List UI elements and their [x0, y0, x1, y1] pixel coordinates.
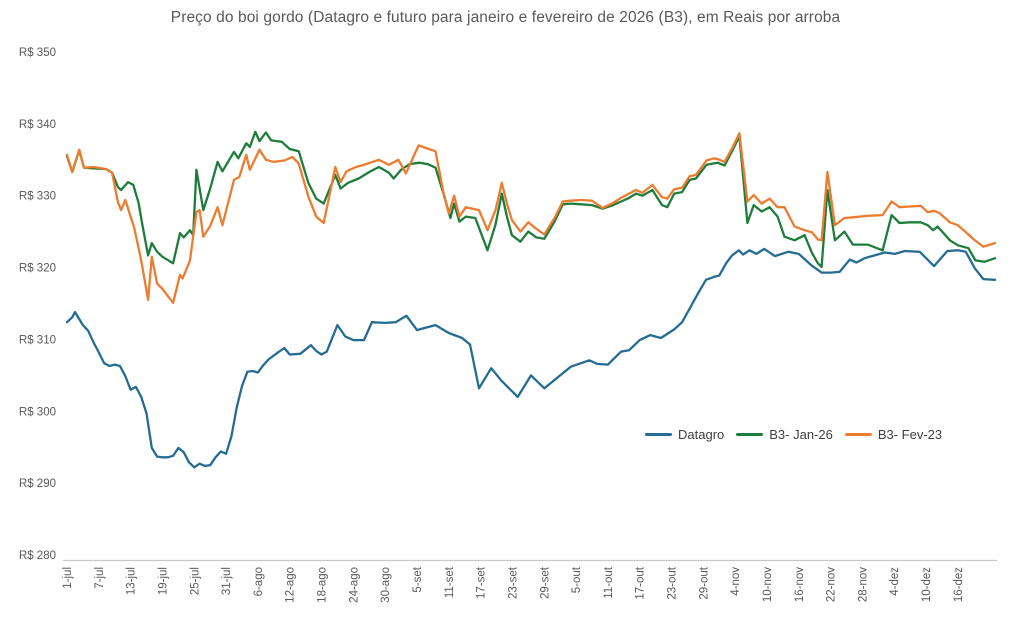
x-tick-label: 18-ago: [317, 567, 329, 603]
x-tick-label: 30-ago: [380, 567, 392, 603]
x-tick-label: 24-ago: [348, 567, 360, 603]
x-tick-label: 10-dez: [921, 567, 933, 602]
x-tick-label: 4-nov: [730, 567, 742, 596]
x-tick-label: 7-jul: [94, 567, 106, 589]
y-tick-label: R$ 350: [19, 47, 56, 59]
x-tick-label: 28-nov: [857, 567, 869, 602]
x-tick-label: 16-dez: [953, 567, 965, 602]
x-tick-label: 29-out: [698, 566, 710, 599]
y-tick-label: R$ 280: [19, 550, 56, 562]
x-tick-label: 23-set: [507, 566, 519, 599]
x-tick-label: 5-out: [571, 566, 583, 593]
x-tick-label: 10-nov: [762, 567, 774, 602]
legend-swatch-b3-fev-23: [844, 433, 872, 436]
legend-swatch-b3-jan-26: [736, 433, 764, 436]
legend-label-b3-jan-26: B3- Jan-26: [769, 427, 833, 442]
y-tick-label: R$ 320: [19, 263, 56, 275]
legend-item-datagro: Datagro: [645, 427, 724, 442]
y-tick-label: R$ 340: [19, 119, 56, 131]
series-line-b3-jan-26: [65, 130, 997, 269]
x-tick-label: 4-dez: [889, 567, 901, 596]
x-tick-label: 6-ago: [253, 567, 265, 596]
y-tick-label: R$ 310: [19, 334, 56, 346]
y-tick-label: R$ 330: [19, 191, 56, 203]
x-tick-label: 11-out: [603, 566, 615, 599]
x-tick-label: 23-out: [667, 566, 679, 599]
x-tick-label: 29-set: [539, 566, 551, 599]
x-tick-label: 17-out: [635, 566, 647, 599]
x-tick-label: 12-ago: [285, 567, 297, 603]
series-line-datagro: [65, 247, 997, 469]
x-tick-label: 11-set: [444, 566, 456, 598]
x-tick-label: 13-jul: [126, 567, 138, 595]
x-tick-label: 19-jul: [158, 567, 170, 595]
x-tick-label: 22-nov: [826, 567, 838, 602]
x-tick-label: 16-nov: [794, 567, 806, 602]
x-tick-label: 31-jul: [221, 567, 233, 595]
legend-label-b3-fev-23: B3- Fev-23: [877, 427, 943, 442]
legend-item-b3-jan-26: B3- Jan-26: [736, 427, 833, 442]
x-tick-label: 5-set: [412, 566, 424, 592]
x-tick-label: 17-set: [476, 566, 488, 599]
chart-title: Preço do boi gordo (Datagro e futuro par…: [170, 9, 841, 26]
legend-swatch-datagro: [645, 433, 672, 436]
chart-legend: Datagro B3- Jan-26 B3- Fev-23: [645, 427, 942, 442]
y-tick-label: R$ 300: [19, 406, 56, 418]
x-tick-label: 1-jul: [62, 567, 74, 589]
y-tick-label: R$ 290: [19, 478, 56, 490]
x-tick-label: 25-jul: [189, 567, 201, 595]
series-line-b3-fev-23: [65, 132, 997, 304]
legend-item-b3-fev-23: B3- Fev-23: [844, 427, 943, 442]
legend-label-datagro: Datagro: [678, 427, 725, 442]
